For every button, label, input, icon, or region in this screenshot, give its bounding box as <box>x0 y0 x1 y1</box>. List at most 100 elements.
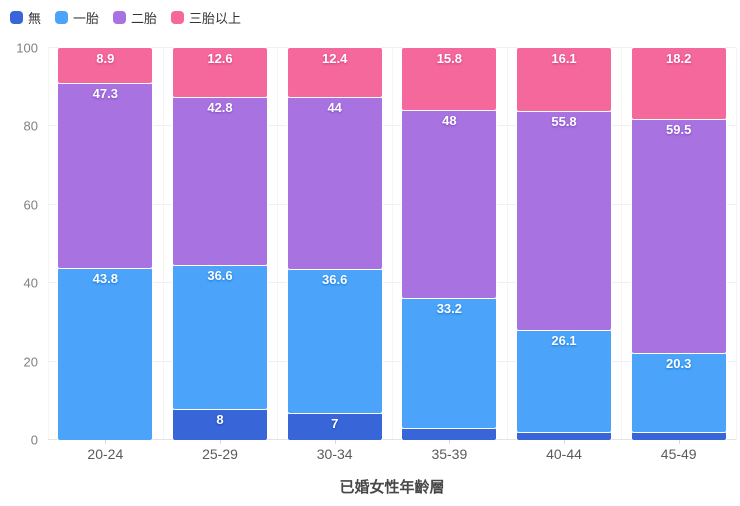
band-split-line <box>506 48 508 440</box>
stacked-bar: 20.3 59.5 18.2 <box>631 48 726 440</box>
segment-value-label: 12.6 <box>207 51 233 67</box>
bar-segment[interactable]: 55.8 <box>517 111 612 330</box>
bar-segment[interactable] <box>631 432 726 440</box>
bar-segment[interactable]: 36.6 <box>173 265 268 409</box>
segment-value-label: 48 <box>442 112 457 128</box>
segment-value-label: 15.8 <box>436 51 462 67</box>
x-axis: 20-24 25-29 30-34 35-39 40-44 45-49 <box>48 446 736 462</box>
legend-label: 三胎以上 <box>189 11 242 26</box>
gridline <box>48 47 736 48</box>
segment-value-label: 12.4 <box>322 51 348 67</box>
legend-item[interactable]: 三胎以上 <box>171 8 241 27</box>
segment-value-label: 59.5 <box>666 122 692 138</box>
bar-segment[interactable]: 12.6 <box>173 48 268 98</box>
bar-segment[interactable]: 33.2 <box>402 298 497 429</box>
bar-segment[interactable]: 43.8 <box>58 268 153 440</box>
bar-segment[interactable]: 36.6 <box>287 269 382 413</box>
legend-label: 一胎 <box>73 11 100 26</box>
gridline <box>48 360 736 362</box>
y-tick-label: 40 <box>23 275 38 291</box>
bar-band: 20.3 59.5 18.2 <box>621 48 736 440</box>
band-split-line <box>162 48 164 440</box>
gridline <box>48 203 736 205</box>
segment-value-label: 33.2 <box>436 301 462 317</box>
bar-segment[interactable]: 44 <box>287 96 382 270</box>
gridline <box>48 282 736 284</box>
bar-band: 26.1 55.8 16.1 <box>507 48 622 440</box>
x-axis-tick <box>220 440 221 444</box>
x-axis-tick <box>334 440 336 444</box>
segment-value-label: 26.1 <box>551 332 577 348</box>
bar-segment[interactable]: 8 <box>173 408 268 440</box>
bar-segment[interactable]: 12.4 <box>287 48 382 97</box>
bar-segment[interactable]: 48 <box>402 109 497 299</box>
band-split-line <box>621 48 623 440</box>
segment-value-label: 8.9 <box>96 51 115 67</box>
legend-item[interactable]: 一胎 <box>55 8 99 27</box>
x-axis-tick <box>105 440 107 444</box>
x-axis-tick <box>564 440 565 444</box>
legend-label: 無 <box>28 11 42 26</box>
legend-swatch-icon <box>10 11 23 24</box>
y-axis: 0 20 40 60 80 100 <box>0 41 42 448</box>
x-tick-label: 30-34 <box>316 446 353 462</box>
bar-segment[interactable]: 59.5 <box>631 119 726 353</box>
segment-value-label: 43.8 <box>92 271 118 287</box>
segment-value-label: 36.6 <box>322 272 348 288</box>
y-tick-label: 100 <box>16 40 38 56</box>
band-split-line <box>277 48 279 440</box>
bar-bands: 43.8 47.3 8.9 8 36.6 42.8 12.6 7 36.6 44 12.4 33.2 4… <box>48 48 736 440</box>
bar-segment[interactable]: 47.3 <box>58 82 153 269</box>
bar-segment[interactable] <box>402 428 497 440</box>
band-split-line <box>392 48 393 440</box>
bar-segment[interactable]: 20.3 <box>631 352 726 433</box>
x-tick-label: 25-29 <box>202 446 238 462</box>
x-tick-label: 40-44 <box>546 446 582 462</box>
legend-swatch-icon <box>113 11 127 24</box>
stacked-bar: 8 36.6 42.8 12.6 <box>173 48 268 440</box>
x-tick-label: 20-24 <box>87 446 124 462</box>
segment-value-label: 55.8 <box>551 114 577 130</box>
segment-value-label: 36.6 <box>207 268 233 284</box>
stacked-bar: 33.2 48 15.8 <box>402 48 497 440</box>
segment-value-label: 16.1 <box>551 51 577 67</box>
segment-value-label: 42.8 <box>207 100 233 116</box>
bar-band: 33.2 48 15.8 <box>392 48 507 440</box>
bar-segment[interactable]: 7 <box>287 412 382 440</box>
legend-label: 二胎 <box>131 11 158 26</box>
stacked-bar: 7 36.6 44 12.4 <box>287 48 382 440</box>
x-axis-title: 已婚女性年齡層 <box>339 479 445 496</box>
bar-band: 43.8 47.3 8.9 <box>48 48 163 440</box>
bar-band: 7 36.6 44 12.4 <box>277 48 392 440</box>
bar-segment[interactable]: 15.8 <box>402 48 497 110</box>
legend-swatch-icon <box>55 11 69 24</box>
segment-value-label: 7 <box>331 415 339 431</box>
gridline <box>48 125 736 127</box>
bar-segment[interactable] <box>517 432 612 440</box>
bar-segment[interactable]: 8.9 <box>58 48 153 83</box>
segment-value-label: 8 <box>216 411 224 427</box>
legend: 無 一胎 二胎 三胎以上 <box>10 8 241 27</box>
stacked-bar: 26.1 55.8 16.1 <box>517 48 612 440</box>
legend-item[interactable]: 無 <box>10 8 41 27</box>
segment-value-label: 44 <box>327 99 342 115</box>
bar-segment[interactable]: 42.8 <box>173 97 268 266</box>
stacked-bar: 43.8 47.3 8.9 <box>58 48 153 440</box>
y-tick-label: 60 <box>23 197 38 213</box>
segment-value-label: 20.3 <box>666 355 692 371</box>
segment-value-label: 18.2 <box>666 51 692 67</box>
bar-segment[interactable]: 16.1 <box>517 48 612 112</box>
gridline <box>48 439 736 440</box>
band-split-line <box>48 48 49 440</box>
band-split-line <box>736 48 737 440</box>
bar-segment[interactable]: 18.2 <box>631 48 726 120</box>
legend-swatch-icon <box>171 11 185 24</box>
y-tick-label: 80 <box>23 118 38 134</box>
y-tick-label: 0 <box>30 432 38 448</box>
plot-area: 43.8 47.3 8.9 8 36.6 42.8 12.6 7 36.6 44 12.4 33.2 4… <box>48 47 737 444</box>
y-tick-label: 20 <box>23 354 38 370</box>
x-axis-tick <box>678 440 680 444</box>
bar-segment[interactable]: 26.1 <box>517 329 612 433</box>
legend-item[interactable]: 二胎 <box>113 8 157 27</box>
